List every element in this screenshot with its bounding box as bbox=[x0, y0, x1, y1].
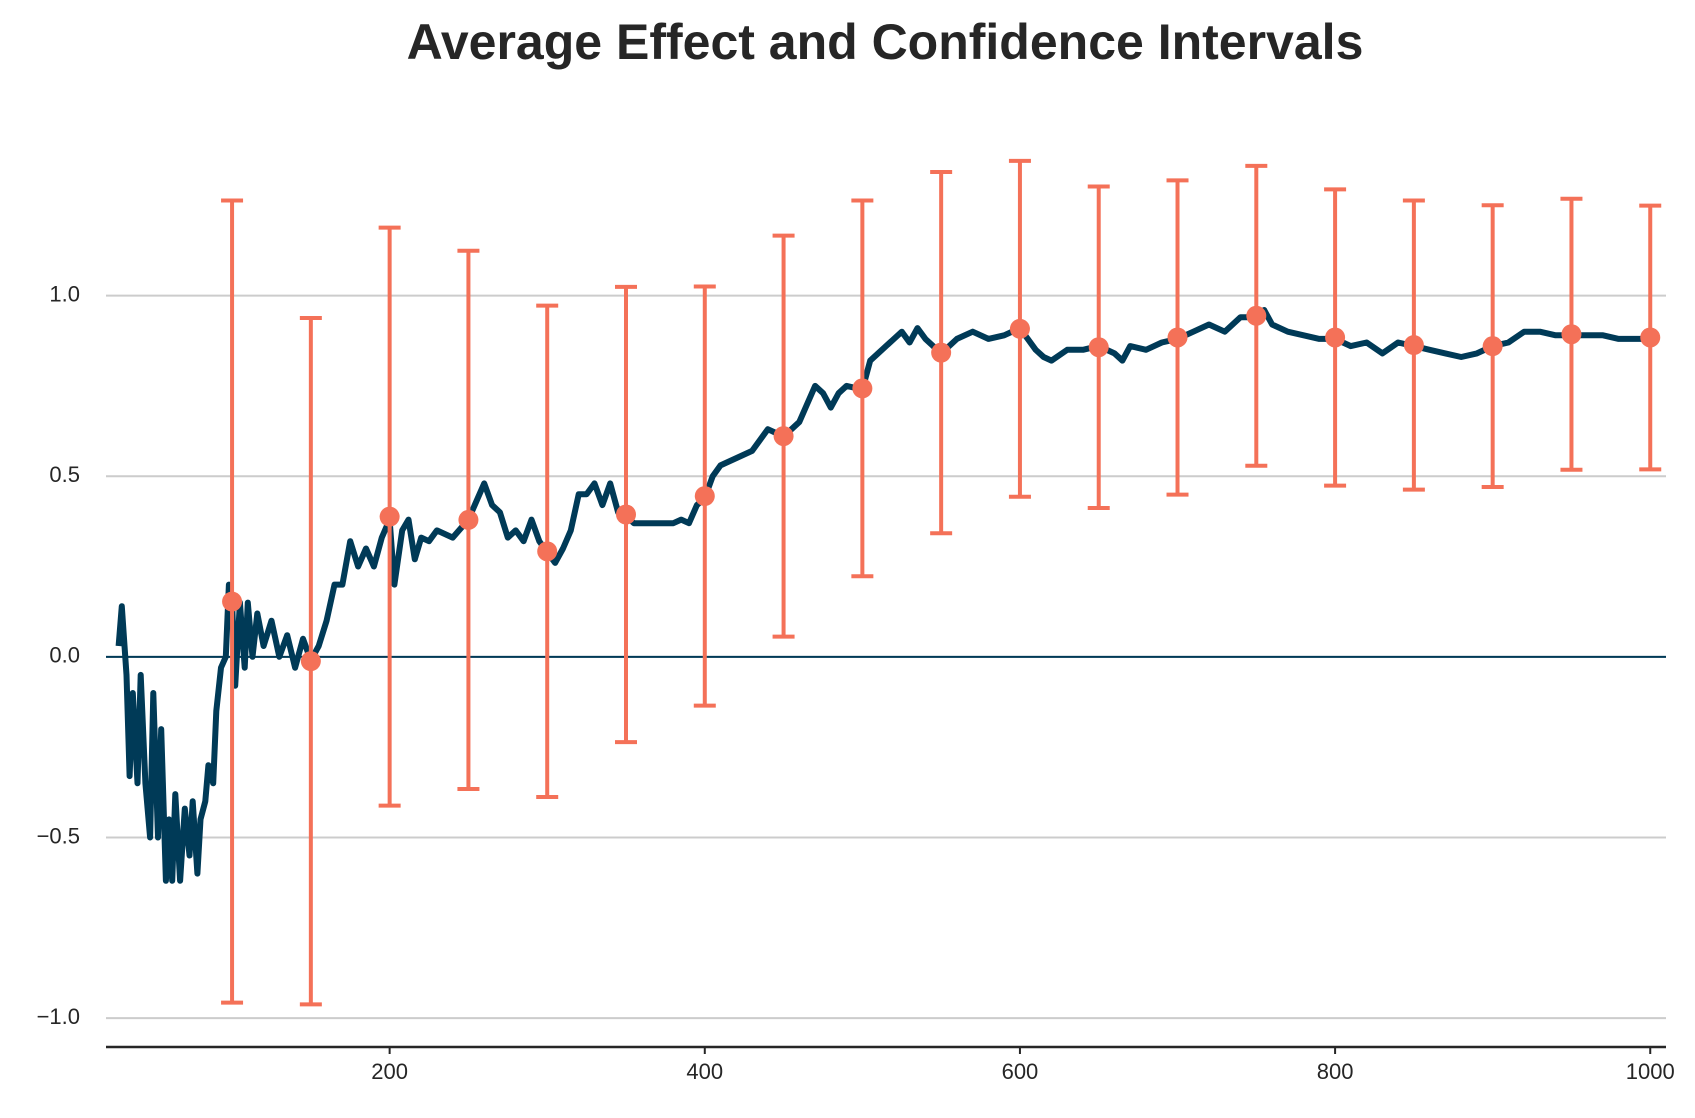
y-tick-label: −0.5 bbox=[37, 823, 80, 848]
x-tick-label: 400 bbox=[686, 1059, 723, 1084]
point bbox=[1167, 327, 1188, 348]
y-tick-label: 0.5 bbox=[49, 462, 80, 487]
point bbox=[616, 504, 636, 525]
point bbox=[222, 591, 243, 612]
point bbox=[852, 378, 873, 399]
point bbox=[1482, 336, 1503, 357]
point bbox=[458, 509, 479, 530]
point bbox=[1088, 337, 1109, 358]
x-tick-label: 200 bbox=[371, 1059, 408, 1084]
y-tick-label: −1.0 bbox=[37, 1004, 80, 1029]
y-tick-label: 1.0 bbox=[49, 281, 80, 306]
line bbox=[115, 307, 1651, 884]
point bbox=[1640, 327, 1661, 348]
chart-title: Average Effect and Confidence Intervals bbox=[407, 14, 1364, 70]
point bbox=[1325, 327, 1346, 348]
point bbox=[773, 426, 794, 447]
x-tick-label: 800 bbox=[1317, 1059, 1354, 1084]
point bbox=[931, 342, 952, 363]
point bbox=[694, 486, 715, 507]
point bbox=[300, 651, 321, 672]
point bbox=[1403, 335, 1424, 356]
point bbox=[537, 541, 558, 562]
point bbox=[1561, 324, 1582, 345]
point bbox=[1246, 305, 1267, 326]
point bbox=[1009, 318, 1030, 339]
x-tick-label: 1000 bbox=[1626, 1059, 1675, 1084]
y-tick-label: 0.0 bbox=[49, 643, 80, 668]
x-tick-label: 600 bbox=[1002, 1059, 1039, 1084]
point bbox=[379, 506, 400, 527]
